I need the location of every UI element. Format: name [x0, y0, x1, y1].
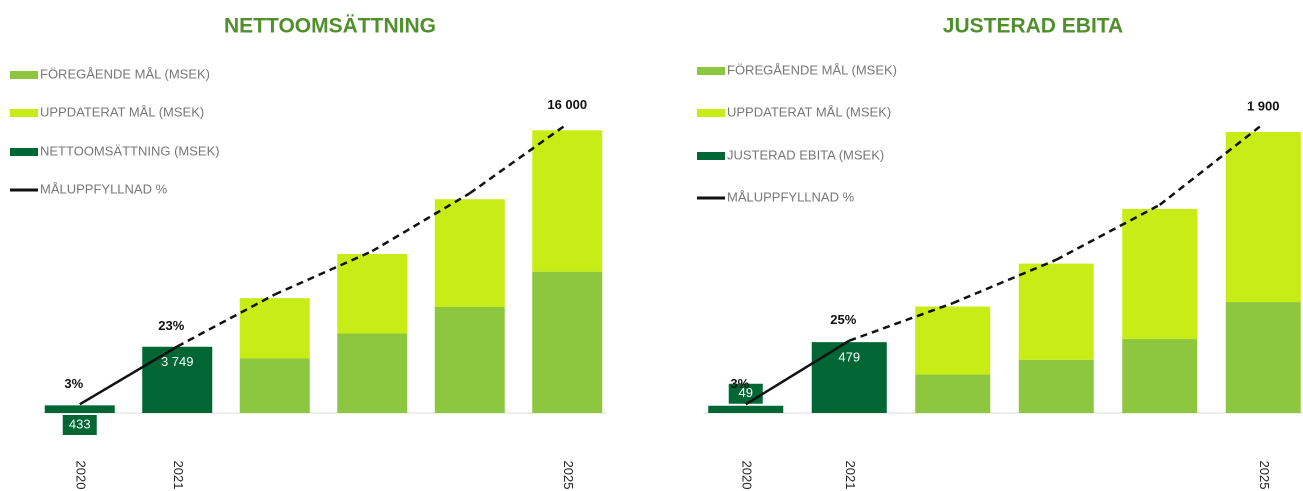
data-label: 49 — [739, 385, 753, 400]
line-segment — [371, 192, 471, 253]
line-label: 23% — [158, 318, 184, 333]
legend-swatch — [10, 109, 38, 117]
line-segment — [1158, 122, 1265, 206]
bar — [532, 271, 603, 413]
chart-title: NETTOOMSÄTTNING — [224, 15, 436, 38]
bar — [915, 306, 991, 375]
legend-label: NETTOOMSÄTTNING (MSEK) — [40, 143, 220, 158]
x-tick-label: 2020 — [73, 461, 88, 490]
legend-label: UPPDATERAT MÅL (MSEK) — [40, 104, 204, 119]
bar — [811, 342, 887, 413]
bar — [337, 333, 408, 413]
bar — [1122, 339, 1198, 413]
bar — [708, 405, 784, 413]
bar — [1018, 359, 1094, 413]
x-tick-label: 2021 — [843, 461, 858, 490]
annotation: 1 900 — [1247, 98, 1280, 113]
line-label: 3% — [64, 376, 83, 391]
bar — [1225, 302, 1301, 413]
line-segment — [176, 293, 276, 348]
x-tick-label: 2025 — [561, 461, 576, 490]
data-label: 479 — [838, 350, 860, 365]
bar — [1122, 208, 1198, 340]
line-segment — [274, 249, 373, 296]
bar — [434, 199, 505, 307]
bar — [44, 405, 115, 413]
bar — [915, 374, 991, 413]
legend-swatch — [697, 109, 725, 117]
line-segment — [1055, 203, 1161, 261]
line-segment — [79, 345, 178, 406]
x-tick-label: 2020 — [739, 461, 754, 490]
chart-title: JUSTERAD EBITA — [943, 15, 1123, 38]
bar — [142, 346, 213, 413]
x-tick-label: 2021 — [171, 461, 186, 490]
data-label: 433 — [69, 416, 91, 431]
line-label: 25% — [830, 312, 856, 327]
data-label: 3 749 — [161, 354, 194, 369]
line-segment — [745, 339, 850, 406]
legend-label: FÖREGÅENDE MÅL (MSEK) — [727, 62, 897, 77]
legend-label: UPPDATERAT MÅL (MSEK) — [727, 104, 891, 119]
annotation: 16 000 — [547, 97, 587, 112]
legend-label: JUSTERAD EBITA (MSEK) — [727, 147, 884, 162]
bar — [239, 298, 310, 359]
bar — [532, 130, 603, 272]
label-box — [62, 415, 97, 435]
legend-label: MÅLUPPFYLLNAD % — [727, 189, 855, 204]
x-tick-label: 2025 — [1257, 461, 1272, 490]
legend-swatch — [10, 148, 38, 156]
bar — [1225, 131, 1301, 303]
bar — [337, 254, 408, 334]
bar — [239, 358, 310, 413]
line-label: 3% — [730, 376, 749, 391]
legend-swatch — [697, 152, 725, 160]
legend-label: MÅLUPPFYLLNAD % — [40, 181, 168, 196]
line-segment — [952, 258, 1057, 305]
line-segment — [848, 301, 954, 342]
legend-swatch — [697, 67, 725, 75]
bar — [434, 307, 505, 413]
legend-swatch — [10, 71, 38, 79]
line-segment — [469, 122, 568, 195]
legend-label: FÖREGÅENDE MÅL (MSEK) — [40, 66, 210, 81]
bar — [1018, 263, 1094, 360]
